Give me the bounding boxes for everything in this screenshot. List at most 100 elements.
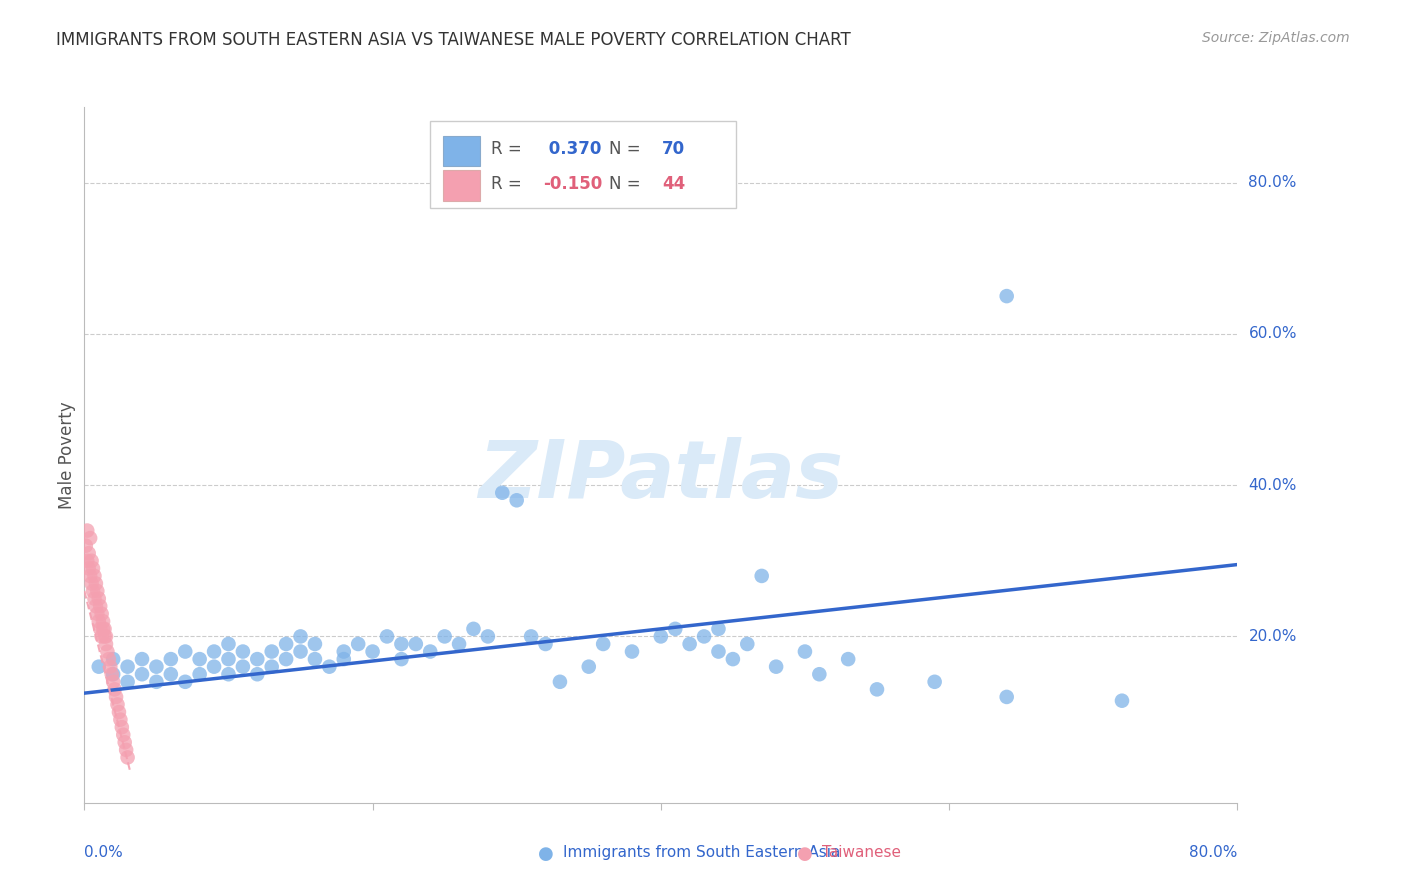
- Point: [96, 644, 118, 658]
- Point: [837, 652, 859, 666]
- Text: IMMIGRANTS FROM SOUTH EASTERN ASIA VS TAIWANESE MALE POVERTY CORRELATION CHART: IMMIGRANTS FROM SOUTH EASTERN ASIA VS TA…: [56, 31, 851, 49]
- Text: ●: ●: [797, 845, 813, 863]
- Point: [548, 674, 571, 689]
- Point: [333, 652, 356, 666]
- Point: [361, 644, 384, 658]
- Point: [664, 622, 686, 636]
- Point: [94, 629, 117, 643]
- Text: 80.0%: 80.0%: [1249, 175, 1296, 190]
- Point: [103, 652, 124, 666]
- Point: [463, 622, 485, 636]
- Point: [808, 667, 831, 681]
- Point: [93, 622, 115, 636]
- Point: [218, 667, 240, 681]
- Point: [506, 493, 529, 508]
- Point: [318, 659, 340, 673]
- Point: [737, 637, 759, 651]
- Point: [260, 644, 283, 658]
- FancyBboxPatch shape: [443, 136, 479, 166]
- Text: Immigrants from South Eastern Asia: Immigrants from South Eastern Asia: [562, 845, 841, 860]
- Point: [91, 615, 114, 629]
- Point: [79, 531, 101, 545]
- Point: [86, 584, 108, 599]
- Point: [419, 644, 441, 658]
- Point: [83, 591, 105, 606]
- Point: [114, 735, 136, 749]
- FancyBboxPatch shape: [443, 170, 479, 201]
- Point: [103, 674, 124, 689]
- Point: [866, 682, 889, 697]
- Point: [188, 667, 211, 681]
- Point: [1111, 694, 1133, 708]
- FancyBboxPatch shape: [430, 121, 735, 208]
- Point: [218, 637, 240, 651]
- Point: [491, 485, 513, 500]
- Text: 0.0%: 0.0%: [84, 845, 124, 860]
- Point: [765, 659, 787, 673]
- Point: [103, 667, 124, 681]
- Point: [534, 637, 557, 651]
- Point: [160, 652, 183, 666]
- Point: [707, 622, 730, 636]
- Point: [995, 690, 1018, 704]
- Point: [405, 637, 427, 651]
- Point: [477, 629, 499, 643]
- Text: R =: R =: [491, 175, 522, 193]
- Text: N =: N =: [609, 175, 641, 193]
- Point: [145, 674, 167, 689]
- Point: [621, 644, 644, 658]
- Point: [693, 629, 716, 643]
- Point: [232, 659, 254, 673]
- Point: [89, 599, 111, 614]
- Text: 60.0%: 60.0%: [1249, 326, 1296, 342]
- Point: [202, 659, 225, 673]
- Point: [105, 690, 128, 704]
- Point: [111, 720, 134, 734]
- Text: -0.150: -0.150: [543, 175, 603, 193]
- Point: [82, 584, 104, 599]
- Point: [290, 629, 312, 643]
- Point: [117, 659, 139, 673]
- Point: [131, 667, 153, 681]
- Point: [794, 644, 817, 658]
- Point: [82, 561, 104, 575]
- Point: [578, 659, 600, 673]
- Point: [160, 667, 183, 681]
- Text: 40.0%: 40.0%: [1249, 478, 1296, 492]
- Point: [100, 667, 122, 681]
- Text: 44: 44: [662, 175, 685, 193]
- Point: [375, 629, 398, 643]
- Point: [107, 698, 129, 712]
- Point: [117, 750, 139, 764]
- Point: [110, 713, 132, 727]
- Point: [97, 652, 120, 666]
- Point: [87, 615, 110, 629]
- Point: [304, 637, 326, 651]
- Point: [131, 652, 153, 666]
- Point: [75, 539, 97, 553]
- Point: [104, 682, 127, 697]
- Point: [751, 569, 773, 583]
- Point: [174, 674, 197, 689]
- Point: [94, 637, 117, 651]
- Point: [90, 607, 112, 621]
- Point: [924, 674, 946, 689]
- Point: [76, 554, 98, 568]
- Point: [80, 576, 103, 591]
- Point: [260, 659, 283, 673]
- Point: [592, 637, 614, 651]
- Text: Source: ZipAtlas.com: Source: ZipAtlas.com: [1202, 31, 1350, 45]
- Point: [98, 659, 121, 673]
- Point: [333, 644, 356, 658]
- Point: [84, 576, 107, 591]
- Point: [77, 561, 100, 575]
- Point: [218, 652, 240, 666]
- Point: [93, 629, 115, 643]
- Text: N =: N =: [609, 140, 641, 158]
- Point: [276, 652, 298, 666]
- Point: [650, 629, 672, 643]
- Point: [304, 652, 326, 666]
- Text: ●: ●: [537, 845, 554, 863]
- Point: [721, 652, 744, 666]
- Point: [90, 629, 112, 643]
